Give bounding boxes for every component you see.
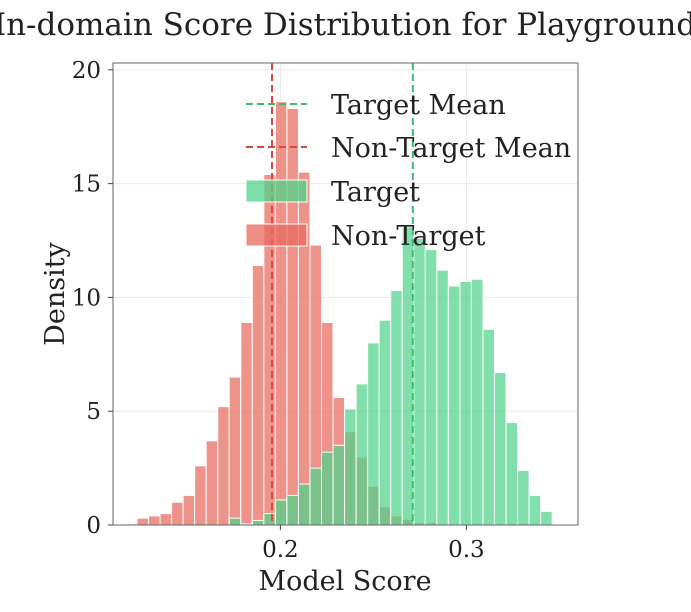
target-bar bbox=[505, 422, 519, 526]
non-target-bar bbox=[148, 515, 161, 526]
x-axis-label: Model Score bbox=[258, 566, 431, 597]
legend-key-patch bbox=[245, 223, 308, 247]
chart-title: In-domain Score Distribution for Playgro… bbox=[0, 7, 691, 43]
target-bar bbox=[355, 383, 369, 526]
target-bar bbox=[344, 408, 357, 526]
target-bar bbox=[470, 278, 484, 526]
plot-frame bbox=[112, 62, 579, 526]
legend: Target Mean Non-Target Mean Target Non-Targ… bbox=[245, 90, 571, 252]
target-bar bbox=[517, 469, 530, 526]
x-tick-label: 0.2 bbox=[262, 537, 299, 563]
non-target-bar bbox=[228, 376, 242, 526]
non-target-bar bbox=[240, 321, 253, 526]
target-bar bbox=[436, 269, 449, 526]
mean-lines bbox=[271, 63, 414, 525]
non-target-bar bbox=[286, 108, 299, 526]
non-target-bar bbox=[194, 465, 207, 526]
x-axis-ticks: 0.2 0.3 bbox=[262, 525, 485, 563]
target-bar bbox=[274, 499, 288, 526]
y-tick-label: 5 bbox=[86, 399, 101, 425]
non-target-bar bbox=[217, 406, 230, 526]
legend-label: Target bbox=[331, 177, 420, 208]
target-bar bbox=[540, 510, 553, 526]
legend-label: Target Mean bbox=[331, 90, 506, 121]
target-bar bbox=[251, 519, 265, 526]
y-tick-label: 0 bbox=[86, 513, 101, 539]
target-bar bbox=[493, 372, 507, 526]
target-bar bbox=[228, 517, 242, 526]
target-bar bbox=[286, 494, 299, 526]
target-bar bbox=[482, 328, 495, 526]
legend-key-patch bbox=[245, 179, 308, 203]
y-axis-label: Density bbox=[40, 241, 71, 345]
target-bar bbox=[367, 342, 380, 526]
target-bar bbox=[390, 290, 403, 526]
y-axis-ticks: 0 5 10 15 20 bbox=[72, 58, 113, 539]
target-bar bbox=[413, 237, 426, 526]
target-bar bbox=[263, 513, 276, 526]
target-bar bbox=[528, 494, 542, 526]
x-tick-label: 0.3 bbox=[448, 537, 485, 563]
non-target-bar bbox=[136, 517, 150, 526]
non-target-bar bbox=[182, 494, 196, 526]
y-tick-label: 20 bbox=[72, 58, 101, 84]
target-bar bbox=[424, 249, 438, 526]
non-target-bar bbox=[274, 101, 288, 526]
target-bar bbox=[459, 280, 472, 526]
target-bar bbox=[297, 483, 311, 526]
target-bar bbox=[447, 285, 461, 526]
target-bar bbox=[309, 467, 323, 526]
y-tick-label: 15 bbox=[72, 172, 101, 198]
non-target-bar bbox=[251, 265, 265, 526]
non-target-bar bbox=[171, 501, 184, 526]
non-target-bar bbox=[159, 513, 173, 526]
target-bar bbox=[332, 444, 346, 526]
target-bar bbox=[321, 451, 334, 526]
y-tick-label: 10 bbox=[72, 285, 101, 311]
legend-label: Non-Target bbox=[331, 221, 486, 252]
target-bar bbox=[378, 319, 392, 526]
legend-label: Non-Target Mean bbox=[331, 133, 571, 164]
non-target-bar bbox=[205, 440, 219, 526]
